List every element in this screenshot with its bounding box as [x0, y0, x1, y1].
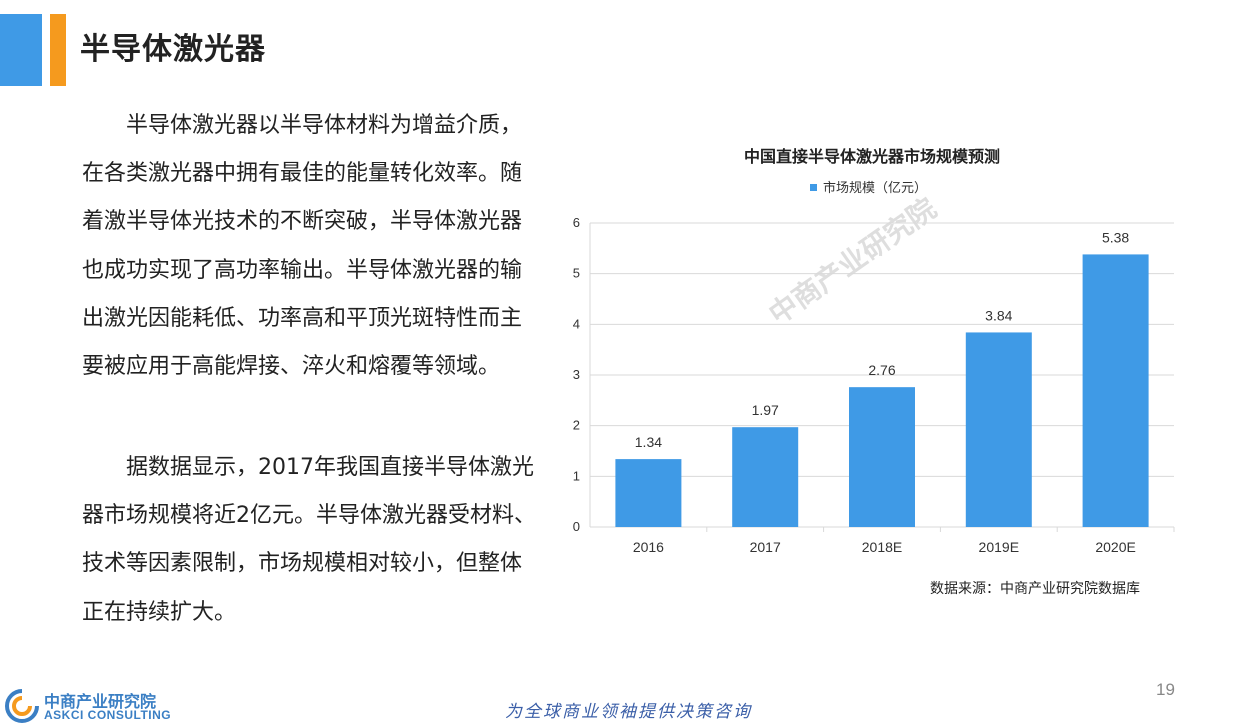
bar-2016: [615, 459, 682, 527]
legend-swatch: [810, 184, 817, 191]
legend-label: 市场规模（亿元）: [823, 180, 927, 195]
header-accent-blue: [0, 14, 42, 86]
data-label: 5.38: [1102, 229, 1129, 245]
footer-slogan: 为全球商业领袖提供决策咨询: [505, 702, 752, 722]
bar-2019E: [965, 332, 1032, 527]
header-accent-orange: [50, 14, 66, 86]
logo-name-cn: 中商产业研究院: [44, 692, 157, 711]
data-label: 1.34: [635, 434, 662, 450]
x-tick-label: 2017: [750, 539, 781, 555]
bar-2018E: [849, 387, 915, 527]
data-source: 数据来源：中商产业研究院数据库: [930, 580, 1140, 596]
page-number: 19: [1156, 680, 1175, 699]
bar-2017: [732, 427, 799, 527]
logo-name-en: ASKCI CONSULTING: [44, 708, 172, 722]
y-tick-label: 0: [573, 519, 580, 534]
paragraph-intro: 半导体激光器以半导体材料为增益介质，在各类激光器中拥有最佳的能量转化效率。随着激…: [82, 113, 523, 380]
data-label: 3.84: [985, 307, 1012, 323]
y-tick-label: 2: [573, 418, 580, 433]
y-tick-label: 3: [573, 367, 580, 382]
x-tick-label: 2018E: [862, 539, 902, 555]
y-tick-label: 4: [573, 316, 580, 331]
bar-2020E: [1082, 254, 1149, 527]
data-label: 1.97: [752, 402, 779, 418]
data-label: 2.76: [868, 362, 895, 378]
askci-logo-icon: [5, 689, 39, 723]
page-title: 半导体激光器: [80, 32, 266, 67]
y-tick-label: 6: [573, 215, 580, 230]
paragraph-market: 据数据显示，2017年我国直接半导体激光器市场规模将近2亿元。半导体激光器受材料…: [82, 455, 536, 625]
x-tick-label: 2016: [633, 539, 664, 555]
y-tick-label: 1: [573, 468, 580, 483]
chart-title: 中国直接半导体激光器市场规模预测: [744, 147, 1000, 166]
x-tick-label: 2020E: [1095, 539, 1135, 555]
x-tick-label: 2019E: [979, 539, 1019, 555]
y-tick-label: 5: [573, 266, 580, 281]
